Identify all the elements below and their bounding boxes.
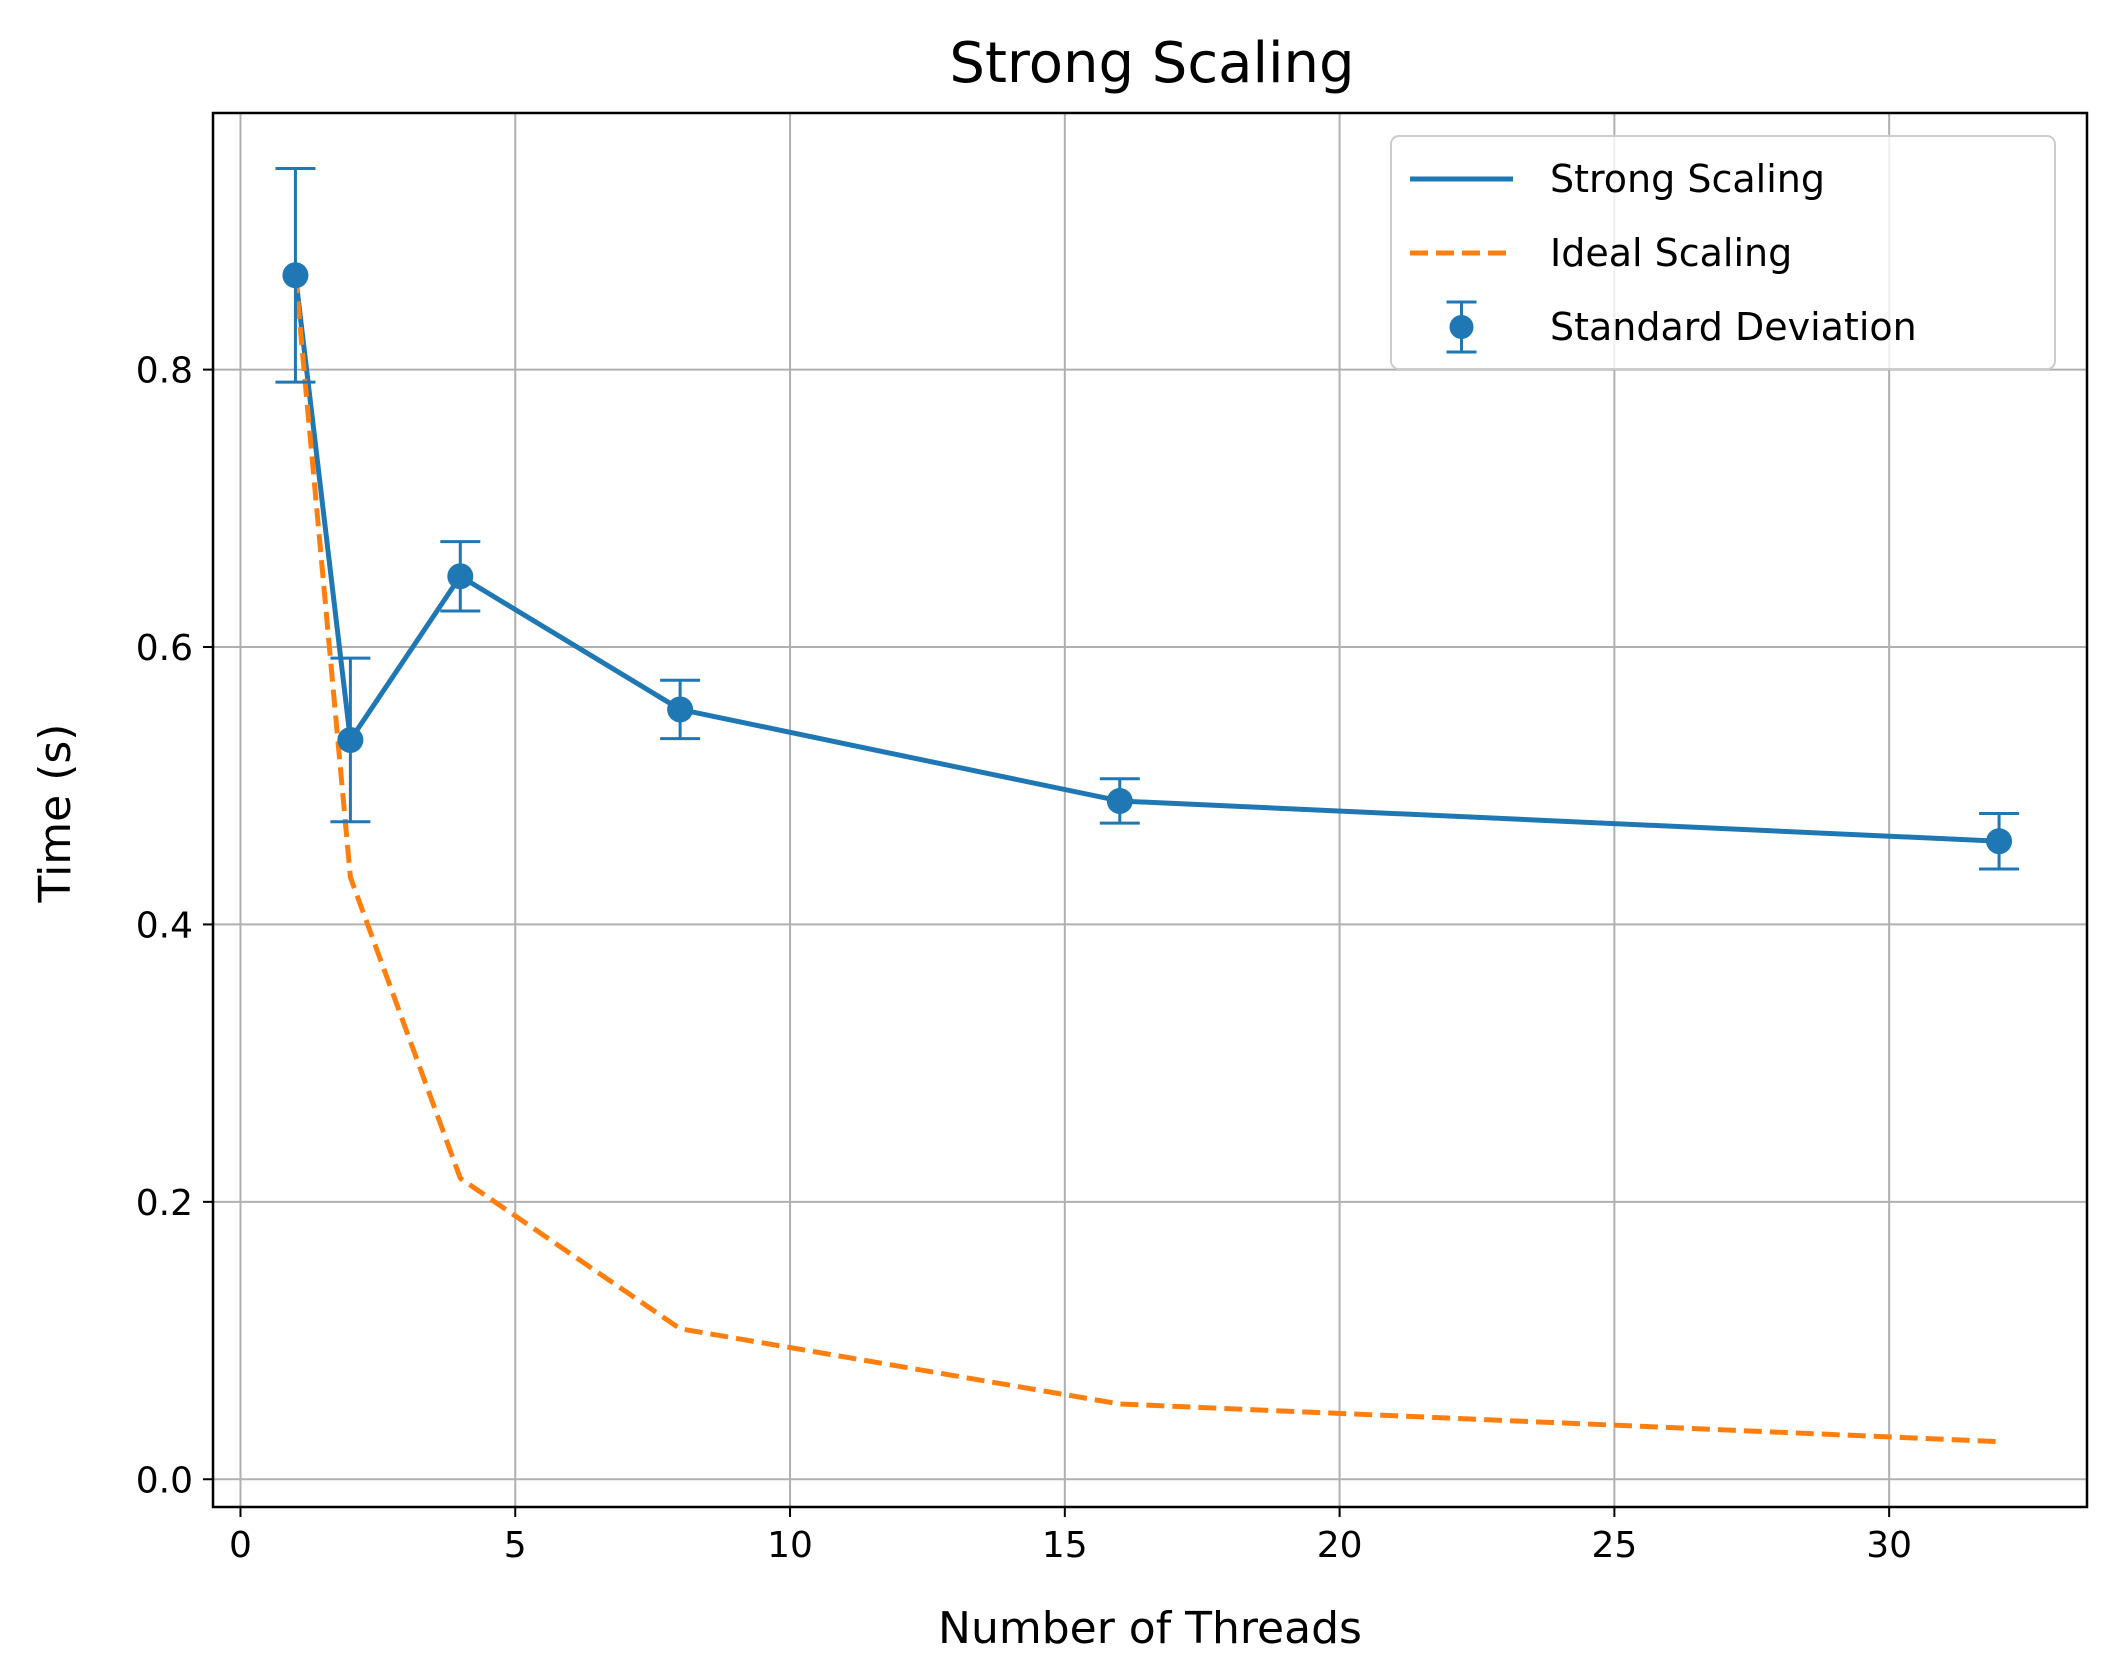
legend-marker [1449, 315, 1474, 339]
x-axis-label: Number of Threads [938, 1603, 1362, 1654]
legend-swatch-standard-deviation [1446, 300, 1477, 354]
grid-layer [213, 113, 2087, 1507]
series-layer [275, 166, 2020, 1445]
x-tick-label: 30 [1866, 1525, 1912, 1566]
legend-label: Strong Scaling [1550, 157, 1825, 201]
y-tick-label: 0.0 [136, 1460, 193, 1501]
errorbar-point [1979, 811, 2020, 871]
chart-title: Strong Scaling [949, 31, 1354, 96]
y-tick-label: 0.4 [136, 905, 193, 946]
x-tick-label: 10 [767, 1525, 813, 1566]
x-tick-label: 15 [1042, 1525, 1088, 1566]
legend: Strong Scaling Ideal Scaling Standard Devi… [1390, 135, 2056, 370]
strong-scaling-line [292, 274, 2000, 844]
y-tick-label: 0.6 [136, 628, 193, 669]
data-point-marker [1986, 828, 2013, 855]
plot-frame [211, 111, 2089, 1509]
legend-box [1390, 135, 2056, 370]
legend-label: Ideal Scaling [1550, 231, 1792, 275]
y-axis-label: Time (s) [30, 724, 81, 904]
x-tick-label: 25 [1591, 1525, 1637, 1566]
ideal-scaling-line [292, 275, 2000, 1445]
errorbar-point [1099, 777, 1140, 825]
y-tick-label: 0.8 [136, 351, 193, 392]
data-point-marker [1106, 787, 1133, 814]
x-tick-label: 20 [1317, 1525, 1363, 1566]
x-tick-label: 5 [504, 1525, 527, 1566]
x-tick-label: 0 [229, 1525, 252, 1566]
data-point-marker [282, 262, 309, 289]
data-point-marker [337, 726, 364, 753]
legend-label: Standard Deviation [1550, 305, 1917, 349]
data-point-marker [667, 696, 694, 723]
errorbar-point [275, 166, 316, 384]
y-tick-label: 0.2 [136, 1183, 193, 1224]
ticks-layer: 0 5 10 15 20 25 30 0.0 0.2 0.4 0.6 0.8 [136, 351, 1912, 1566]
errorbar-point [660, 678, 701, 741]
errorbar-point [330, 656, 371, 824]
data-point-marker [447, 563, 474, 590]
errorbar-point [440, 540, 481, 613]
